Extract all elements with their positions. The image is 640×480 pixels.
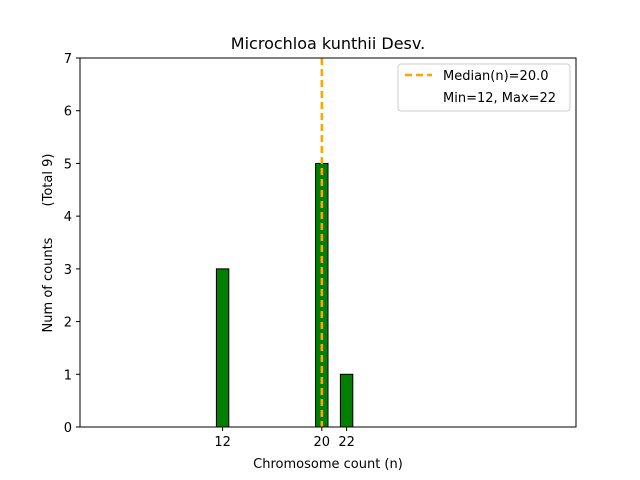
y-tick-label: 7 [64, 52, 72, 67]
y-axis-label: Num of counts [41, 237, 56, 332]
x-tick-label: 20 [314, 435, 331, 450]
x-axis-ticks: 12 20 22 [214, 427, 355, 450]
legend-median-label: Median(n)=20.0 [443, 69, 549, 84]
plot-frame [79, 57, 577, 428]
chart-title: Microchloa kunthii Desv. [231, 34, 425, 53]
legend-box [397, 63, 571, 112]
legend: Median(n)=20.0 Min=12, Max=22 [397, 63, 571, 112]
bar-n-12 [215, 268, 230, 428]
y-axis-total-label: (Total 9) [41, 154, 56, 207]
x-tick-label: 22 [338, 435, 355, 450]
y-tick-label: 4 [64, 210, 72, 225]
y-axis-ticks: 0 1 2 3 4 5 6 7 [64, 52, 80, 436]
y-tick-label: 6 [64, 105, 72, 120]
x-axis-label: Chromosome count (n) [253, 457, 403, 472]
y-tick-label: 3 [64, 263, 72, 278]
bar-n-22 [339, 373, 354, 428]
x-tick-label: 12 [214, 435, 231, 450]
y-tick-label: 5 [64, 157, 72, 172]
y-tick-label: 0 [64, 421, 72, 436]
bars-layer [215, 162, 372, 428]
y-tick-label: 2 [64, 316, 72, 331]
legend-range-label: Min=12, Max=22 [443, 91, 556, 106]
y-tick-label: 1 [64, 368, 72, 383]
